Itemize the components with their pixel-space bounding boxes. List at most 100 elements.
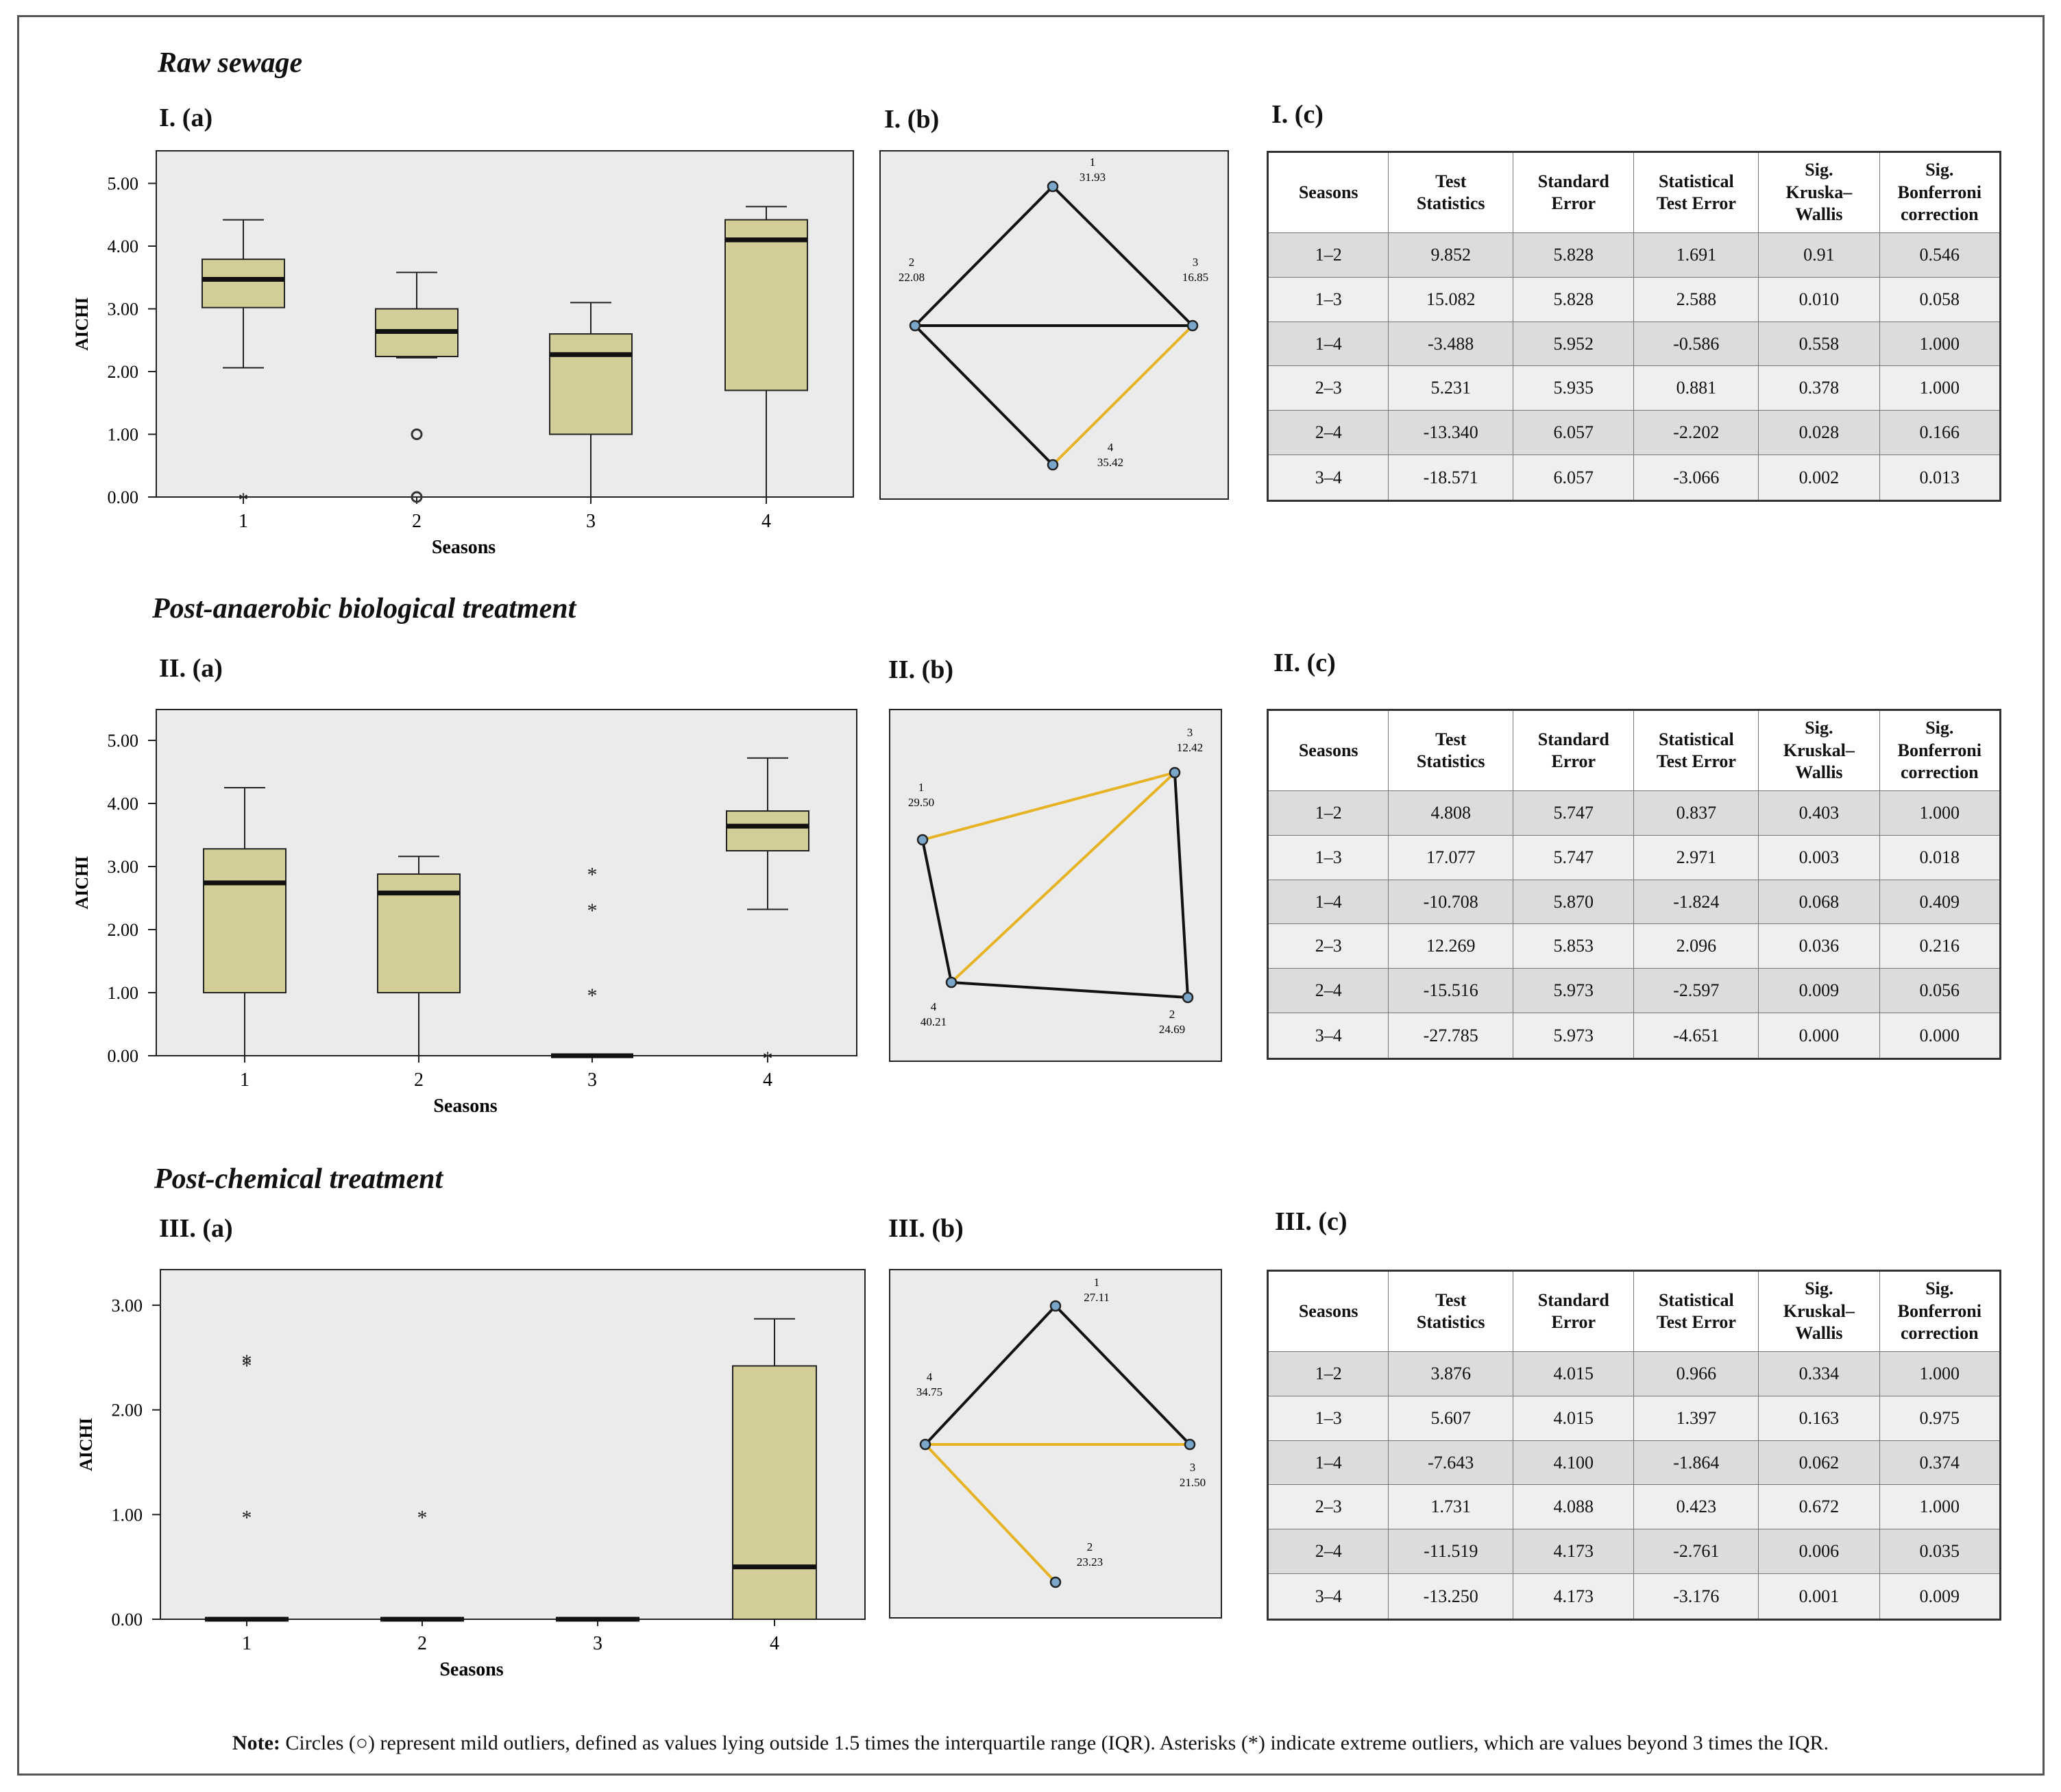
node-value-label: 31.93 bbox=[1080, 171, 1106, 184]
column-header-text: Standard bbox=[1537, 1289, 1609, 1310]
table-cell: 0.068 bbox=[1758, 879, 1880, 925]
section-title-raw-sewage: Raw sewage bbox=[158, 47, 303, 79]
column-header-text: Kruskal– bbox=[1783, 740, 1855, 760]
table-row: 2–4 -11.519 4.173 -2.761 0.006 0.035 bbox=[1267, 1529, 2001, 1575]
comparison-table-post-anaerobic: Seasons Test Statistics Standard Error Statis… bbox=[1267, 709, 2001, 1060]
mild-outlier bbox=[411, 428, 423, 440]
panel-label-1a: I. (a) bbox=[159, 104, 213, 132]
table-cell: 0.009 bbox=[1758, 968, 1880, 1014]
table-cell: 1–4 bbox=[1267, 879, 1389, 925]
box-season-4 bbox=[724, 206, 808, 498]
y-tick-label: 2.00 bbox=[108, 362, 139, 382]
table-cell: 4.015 bbox=[1513, 1351, 1635, 1396]
node-value-label: 34.75 bbox=[916, 1385, 942, 1399]
column-header: Sig. Bonferroni correction bbox=[1879, 1270, 2001, 1352]
table-row: 3–4 -18.571 6.057 -3.066 0.002 0.013 bbox=[1267, 455, 2001, 501]
node-id-label: 2 bbox=[1169, 1008, 1175, 1021]
x-tick-label: 2 bbox=[417, 1633, 427, 1654]
table-cell: 9.852 bbox=[1388, 232, 1514, 278]
column-header-text: Test Error bbox=[1656, 193, 1736, 213]
table-cell: 5.747 bbox=[1513, 790, 1635, 836]
table-cell: -4.651 bbox=[1633, 1013, 1759, 1059]
table-row: 2–4 -15.516 5.973 -2.597 0.009 0.056 bbox=[1267, 968, 2001, 1014]
table-cell: 0.423 bbox=[1633, 1484, 1759, 1530]
node-id-label: 3 bbox=[1187, 726, 1193, 739]
node-id-label: 1 bbox=[1094, 1276, 1100, 1289]
x-axis-label: Seasons bbox=[432, 537, 496, 558]
table-cell: 0.975 bbox=[1879, 1395, 2001, 1441]
table-cell: 6.057 bbox=[1513, 410, 1635, 456]
table-row: 1–2 9.852 5.828 1.691 0.91 0.546 bbox=[1267, 232, 2001, 278]
table-header-row: Seasons Test Statistics Standard Error Statis… bbox=[1267, 152, 2001, 233]
table-cell: 2–4 bbox=[1267, 968, 1389, 1014]
column-header-text: Sig. bbox=[1805, 1279, 1833, 1299]
column-header-text: Statistical bbox=[1658, 729, 1734, 749]
table-cell: 0.216 bbox=[1879, 923, 2001, 969]
table-cell: 0.018 bbox=[1879, 834, 2001, 880]
node-3 bbox=[1169, 766, 1181, 779]
extreme-outlier: * bbox=[239, 489, 249, 511]
node-4 bbox=[1047, 459, 1059, 471]
table-row: 1–4 -7.643 4.100 -1.864 0.062 0.374 bbox=[1267, 1440, 2001, 1486]
column-header-text: Statistical bbox=[1658, 1289, 1734, 1310]
edge-3-2 bbox=[1173, 772, 1189, 998]
table-cell: 1.000 bbox=[1879, 365, 2001, 411]
y-tick-label: 5.00 bbox=[108, 731, 139, 751]
column-header-text: Bonferroni bbox=[1897, 1300, 1981, 1321]
table-cell: -15.516 bbox=[1388, 968, 1514, 1014]
edge-1-2 bbox=[914, 185, 1054, 327]
node-3 bbox=[1184, 1438, 1196, 1451]
x-tick-label: 3 bbox=[593, 1633, 602, 1654]
x-tick-label: 1 bbox=[239, 511, 248, 532]
table-cell: -2.597 bbox=[1633, 968, 1759, 1014]
column-header: Test Statistics bbox=[1388, 152, 1514, 233]
column-header: Sig. Kruskal– Wallis bbox=[1758, 1270, 1880, 1352]
node-value-label: 27.11 bbox=[1084, 1291, 1110, 1304]
table-cell: 15.082 bbox=[1388, 276, 1514, 322]
panel-label-3c: III. (c) bbox=[1275, 1207, 1347, 1236]
box-season-1 bbox=[203, 787, 286, 1056]
table-cell: 5.952 bbox=[1513, 321, 1635, 367]
table-row: 1–3 17.077 5.747 2.971 0.003 0.018 bbox=[1267, 834, 2001, 880]
table-cell: 5.828 bbox=[1513, 276, 1635, 322]
edge-4-3 bbox=[950, 771, 1176, 984]
table-cell: 4.100 bbox=[1513, 1440, 1635, 1486]
column-header: Standard Error bbox=[1513, 710, 1635, 791]
section-title-post-anaerobic: Post-anaerobic biological treatment bbox=[152, 593, 576, 625]
edge-1-4 bbox=[924, 1305, 1057, 1446]
table-cell: 0.672 bbox=[1758, 1484, 1880, 1530]
table-cell: 0.881 bbox=[1633, 365, 1759, 411]
mild-outlier bbox=[411, 491, 423, 503]
column-header-text: Error bbox=[1551, 751, 1596, 771]
panel-label-3a: III. (a) bbox=[159, 1214, 233, 1243]
x-tick-label: 3 bbox=[586, 511, 596, 532]
y-tick-label: 3.00 bbox=[108, 857, 139, 877]
box-body bbox=[726, 810, 809, 852]
table-cell: 1.691 bbox=[1633, 232, 1759, 278]
column-header-text: Seasons bbox=[1298, 182, 1358, 202]
table-cell: 1–3 bbox=[1267, 834, 1389, 880]
note-label: Note: bbox=[232, 1732, 280, 1754]
node-id-label: 2 bbox=[1087, 1540, 1093, 1553]
edge-4-2 bbox=[924, 1443, 1057, 1584]
x-axis-label: Seasons bbox=[433, 1095, 497, 1117]
box-season-2 bbox=[377, 856, 461, 1056]
table-cell: -7.643 bbox=[1388, 1440, 1514, 1486]
column-header: Sig. Kruskal– Wallis bbox=[1758, 710, 1880, 791]
table-row: 2–3 12.269 5.853 2.096 0.036 0.216 bbox=[1267, 923, 2001, 969]
table-cell: 3–4 bbox=[1267, 1573, 1389, 1620]
y-tick-label: 0.00 bbox=[108, 1046, 139, 1066]
table-cell: 1.000 bbox=[1879, 790, 2001, 836]
node-1 bbox=[1047, 180, 1059, 193]
table-cell: 0.058 bbox=[1879, 276, 2001, 322]
box-season-3 bbox=[549, 302, 633, 498]
y-tick-label: 1.00 bbox=[108, 425, 139, 445]
y-axis-label: AICHI bbox=[72, 297, 92, 350]
node-value-label: 12.42 bbox=[1177, 741, 1203, 754]
table-cell: 0.558 bbox=[1758, 321, 1880, 367]
table-cell: 0.163 bbox=[1758, 1395, 1880, 1441]
node-id-label: 1 bbox=[918, 781, 925, 794]
x-tick-label: 1 bbox=[240, 1069, 249, 1091]
